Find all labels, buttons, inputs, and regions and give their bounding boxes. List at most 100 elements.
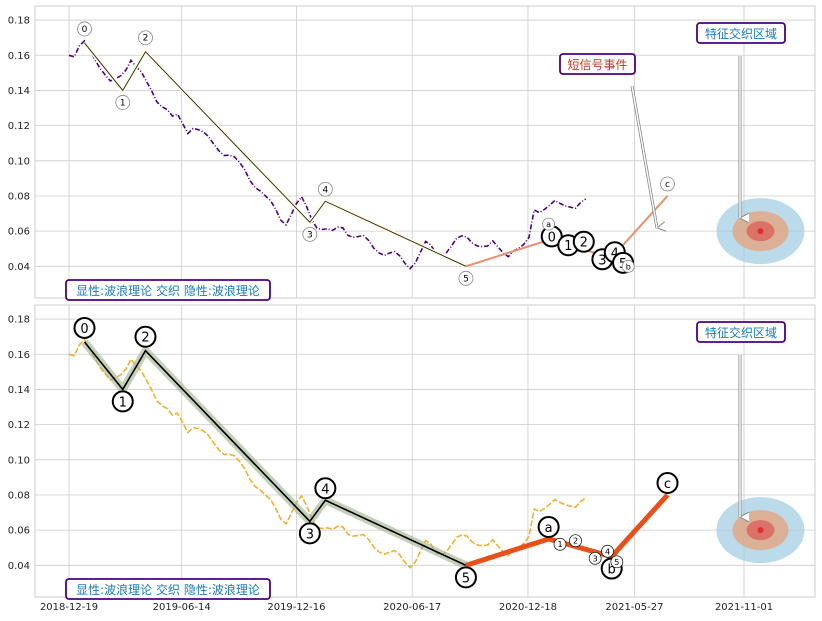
wave-label-text: 4 <box>322 185 328 195</box>
sub-wave-text: 5 <box>614 558 619 567</box>
wave-label-circle <box>138 30 153 46</box>
sub-wave-circle <box>588 551 602 565</box>
sub-wave-text: 4 <box>611 246 619 261</box>
sub-wave-text: 2 <box>580 236 588 251</box>
wave-label-text: a <box>545 521 553 536</box>
wave-label-text: 0 <box>82 25 88 35</box>
wave-label-circle <box>302 226 318 242</box>
wave-label-text: 5 <box>463 274 469 284</box>
wave-label-circle <box>537 515 560 538</box>
y-tick-label: 0.18 <box>8 315 30 326</box>
sub-wave-text: 1 <box>564 239 572 254</box>
wave-label-circle <box>660 176 675 192</box>
y-tick-label: 0.14 <box>8 385 30 396</box>
bottom-panel-frame <box>34 304 816 598</box>
x-tick-label: 2020-12-18 <box>499 602 557 613</box>
wave-label-circle <box>115 95 131 110</box>
y-tick-label: 0.12 <box>8 420 30 431</box>
bottom-x-axis: 2018-12-19 2019-06-14 2019-12-16 2020-06-17… <box>40 602 773 613</box>
x-tick-label: 2018-12-19 <box>40 602 98 613</box>
zone-center-dot <box>757 228 764 235</box>
event-text: 特征交织区域 <box>705 26 777 41</box>
wave-label-text: 4 <box>321 482 329 497</box>
y-tick-label: 0.14 <box>8 86 30 97</box>
y-tick-label: 0.06 <box>8 227 30 238</box>
sub-wave-text: 1 <box>557 540 562 549</box>
legend-box <box>65 578 271 600</box>
event-text: 短信号事件 <box>567 58 627 72</box>
extra-wave-circle <box>621 259 635 273</box>
wave-label-text: 3 <box>306 527 314 542</box>
wave-label-text: 3 <box>307 230 313 240</box>
x-tick-label: 2021-11-01 <box>715 602 773 613</box>
sub-wave-circle <box>610 555 624 569</box>
wave-label-circle <box>73 316 96 339</box>
y-tick-label: 0.10 <box>8 455 30 466</box>
wave-label-text: 5 <box>462 571 470 586</box>
legend-text: 显性:波浪理论 交织 隐性:波浪理论 <box>76 582 260 597</box>
sub-wave-text: 3 <box>598 253 606 268</box>
y-tick-label: 0.12 <box>8 121 30 132</box>
wave-label-text: 1 <box>120 98 126 108</box>
wave-label-text: b <box>608 563 616 578</box>
bottom-price-series <box>68 338 587 569</box>
top-price-series <box>68 39 587 270</box>
y-tick-label: 0.18 <box>8 16 30 27</box>
wave-correction-line <box>465 493 670 568</box>
legend-box <box>65 279 271 301</box>
top-wave-labels: 012345c012345ab <box>77 21 675 286</box>
zone-center-dot <box>757 527 764 534</box>
x-tick-label: 2020-06-17 <box>383 602 441 613</box>
bottom-panel: 0.04 0.06 0.08 0.10 0.12 0.14 0.16 0.18 2018-12… <box>8 304 816 613</box>
bottom-y-axis: 0.04 0.06 0.08 0.10 0.12 0.14 0.16 0.18 <box>8 315 30 572</box>
y-tick-label: 0.06 <box>8 526 30 537</box>
wave-label-text: c <box>665 180 670 190</box>
top-y-axis: 0.04 0.06 0.08 0.10 0.12 0.14 0.16 0.18 <box>8 16 30 273</box>
event-arrow-inner <box>631 85 658 229</box>
top-feature-zone <box>716 198 805 265</box>
bottom-wave-lines <box>81 339 670 569</box>
wave-main-line <box>83 341 467 567</box>
event-text: 特征交织区域 <box>705 325 777 340</box>
sub-wave-text: 0 <box>548 230 556 245</box>
wave-label-circle <box>454 566 477 589</box>
y-tick-label: 0.16 <box>8 350 30 361</box>
sub-wave-circle <box>569 534 582 548</box>
sub-wave-circle <box>553 537 567 551</box>
top-panel-frame <box>34 5 816 299</box>
wave-label-circle <box>314 477 337 500</box>
sub-wave-text: 2 <box>573 537 578 546</box>
x-tick-label: 2021-05-27 <box>605 602 663 613</box>
y-tick-label: 0.04 <box>8 561 30 572</box>
event-box <box>559 53 636 75</box>
x-tick-label: 2019-06-14 <box>153 602 211 613</box>
wave-label-circle <box>317 181 333 197</box>
y-tick-label: 0.04 <box>8 262 30 273</box>
top-panel: 0.040.060.080.100.120.140.160.18 012345c… <box>8 5 816 301</box>
event-box <box>696 22 786 44</box>
wave-label-text: 1 <box>119 395 127 410</box>
y-tick-label: 0.08 <box>8 490 30 501</box>
bottom-feature-zone <box>716 497 805 564</box>
legend-text: 显性:波浪理论 交织 隐性:波浪理论 <box>76 283 260 298</box>
sub-wave-text: 4 <box>605 547 610 556</box>
y-tick-label: 0.10 <box>8 156 30 167</box>
x-tick-label: 2019-12-16 <box>267 602 325 613</box>
sub-wave-circle <box>601 544 614 558</box>
extra-wave-text: b <box>626 262 631 271</box>
y-tick-label: 0.16 <box>8 51 30 62</box>
wave-label-circle <box>298 522 321 545</box>
extra-wave-text: a <box>546 220 551 229</box>
wave-label-circle <box>111 390 134 413</box>
wave-label-text: 2 <box>143 34 149 44</box>
wave-label-circle <box>656 471 679 494</box>
wave-label-circle <box>134 325 157 348</box>
y-tick-label: 0.08 <box>8 191 30 202</box>
event-box <box>696 321 786 343</box>
wave-label-text: c <box>664 477 671 492</box>
wave-label-circle <box>77 21 92 37</box>
wave-main-line <box>84 42 467 267</box>
